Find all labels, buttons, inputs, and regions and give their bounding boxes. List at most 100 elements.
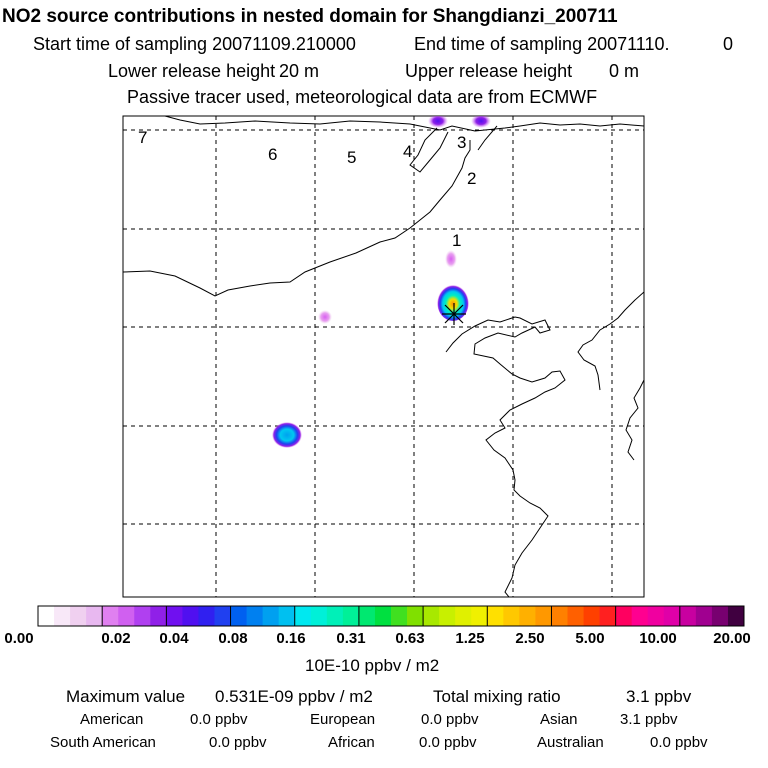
colorbar-swatch (246, 606, 264, 626)
region-label-6: 6 (268, 145, 277, 164)
region-value-european: 0.0 ppbv (421, 711, 479, 728)
colorbar-tick-label: 0.63 (395, 630, 425, 647)
colorbar-swatch (214, 606, 231, 626)
receptor-station-marker (442, 303, 466, 325)
colorbar-swatch (310, 606, 328, 626)
colorbar-swatch (487, 606, 504, 626)
plume-north-west (428, 116, 448, 128)
colorbar-swatch (583, 606, 600, 626)
region-name-european: European (310, 711, 376, 728)
colorbar-swatch (663, 606, 681, 626)
region-label-2: 2 (467, 169, 476, 188)
region-name-australian: Australian (537, 734, 604, 751)
colorbar-swatch (166, 606, 183, 626)
plume-north-east (471, 116, 491, 128)
colorbar-swatch (358, 606, 376, 626)
total-mixing-value: 3.1 ppbv (626, 687, 692, 706)
boundaries (123, 116, 644, 597)
end-time-label: End time of sampling 20071110. (414, 34, 670, 54)
colorbar-tick-label: 0.00 (4, 630, 34, 647)
colorbar-swatch (262, 606, 280, 626)
region-value-american: 0.0 ppbv (190, 711, 248, 728)
colorbar-tick-label: 0.04 (159, 630, 189, 647)
colorbar-tick-label: 20.00 (713, 630, 751, 647)
max-value-label: Maximum value (66, 687, 186, 706)
region-label-3: 3 (457, 133, 466, 152)
map-title: NO2 source contributions in nested domai… (2, 6, 618, 27)
colorbar-swatch (711, 606, 729, 626)
colorbar-swatch (647, 606, 665, 626)
region-value-african: 0.0 ppbv (419, 734, 477, 751)
colorbar-swatch (631, 606, 649, 626)
colorbar-swatch (102, 606, 119, 626)
colorbar-swatch (326, 606, 344, 626)
lower-release-label: Lower release height (108, 61, 276, 81)
lower-release-value: 20 m (279, 61, 320, 81)
upper-release-label: Upper release height (405, 61, 573, 81)
colorbar-swatch (615, 606, 633, 626)
region-name-south-american: South American (50, 734, 156, 751)
colorbar-swatch (551, 606, 568, 626)
colorbar-swatch (278, 606, 296, 626)
colorbar-tick-label: 0.08 (218, 630, 248, 647)
region-value-south-american: 0.0 ppbv (209, 734, 267, 751)
region-label-5: 5 (347, 148, 356, 167)
colorbar-swatch (54, 606, 71, 626)
start-time-label: Start time of sampling 20071109.210000 (33, 34, 356, 54)
map-gridlines (123, 116, 644, 597)
region-label-1: 1 (452, 231, 461, 250)
plume-faint-west (318, 310, 332, 324)
colorbar-swatch (150, 606, 167, 626)
colorbar-tick-label: 1.25 (455, 630, 485, 647)
colorbar-tick-label: 5.00 (575, 630, 605, 647)
colorbar-tick-label: 2.50 (515, 630, 545, 647)
max-value: 0.531E-09 ppbv / m2 (215, 687, 373, 706)
colorbar-swatch (70, 606, 87, 626)
colorbar-tick-label: 0.31 (336, 630, 366, 647)
colorbar-swatch (567, 606, 584, 626)
region-value-asian: 3.1 ppbv (620, 711, 678, 728)
colorbar-swatch (230, 606, 247, 626)
colorbar-tick-label: 10.00 (639, 630, 677, 647)
tracer-note: Passive tracer used, meteorological data… (127, 87, 598, 107)
region-value-australian: 0.0 ppbv (650, 734, 708, 751)
colorbar-swatch (198, 606, 215, 626)
colorbar-swatch (391, 606, 408, 626)
colorbar-swatch (118, 606, 135, 626)
colorbar-swatch (134, 606, 151, 626)
colorbar-swatch (695, 606, 713, 626)
concentration-plumes (272, 116, 491, 448)
colorbar-swatch (503, 606, 520, 626)
colorbar-swatch (679, 606, 697, 626)
colorbar-swatch (38, 606, 55, 626)
region-name-asian: Asian (540, 711, 578, 728)
colorbar-swatch (407, 606, 424, 626)
colorbar-swatch (374, 606, 392, 626)
colorbar-tick-label: 0.16 (276, 630, 306, 647)
colorbar-swatch (455, 606, 472, 626)
map-frame (122, 115, 645, 598)
region-name-african: African (328, 734, 375, 751)
colorbar-swatch (535, 606, 552, 626)
colorbar-swatch (727, 606, 745, 626)
colorbar-swatch (182, 606, 199, 626)
colorbar-unit: 10E-10 ppbv / m2 (305, 656, 440, 675)
plume-main (437, 283, 469, 321)
colorbar-swatch (86, 606, 103, 626)
colorbar-swatch (519, 606, 536, 626)
colorbar-swatch (423, 606, 440, 626)
plume-faint-north (445, 250, 457, 268)
colorbar-swatch (599, 606, 617, 626)
colorbar-tick-label: 0.02 (101, 630, 131, 647)
map-content (123, 116, 644, 597)
total-mixing-label: Total mixing ratio (433, 687, 561, 706)
region-label-4: 4 (403, 142, 412, 161)
end-time-value: 0 (723, 34, 734, 54)
colorbar-swatch (439, 606, 456, 626)
upper-release-value: 0 m (609, 61, 640, 81)
region-label-7: 7 (138, 128, 147, 147)
colorbar-frame (37, 605, 745, 627)
colorbar-swatch (342, 606, 360, 626)
colorbar-swatch (471, 606, 488, 626)
